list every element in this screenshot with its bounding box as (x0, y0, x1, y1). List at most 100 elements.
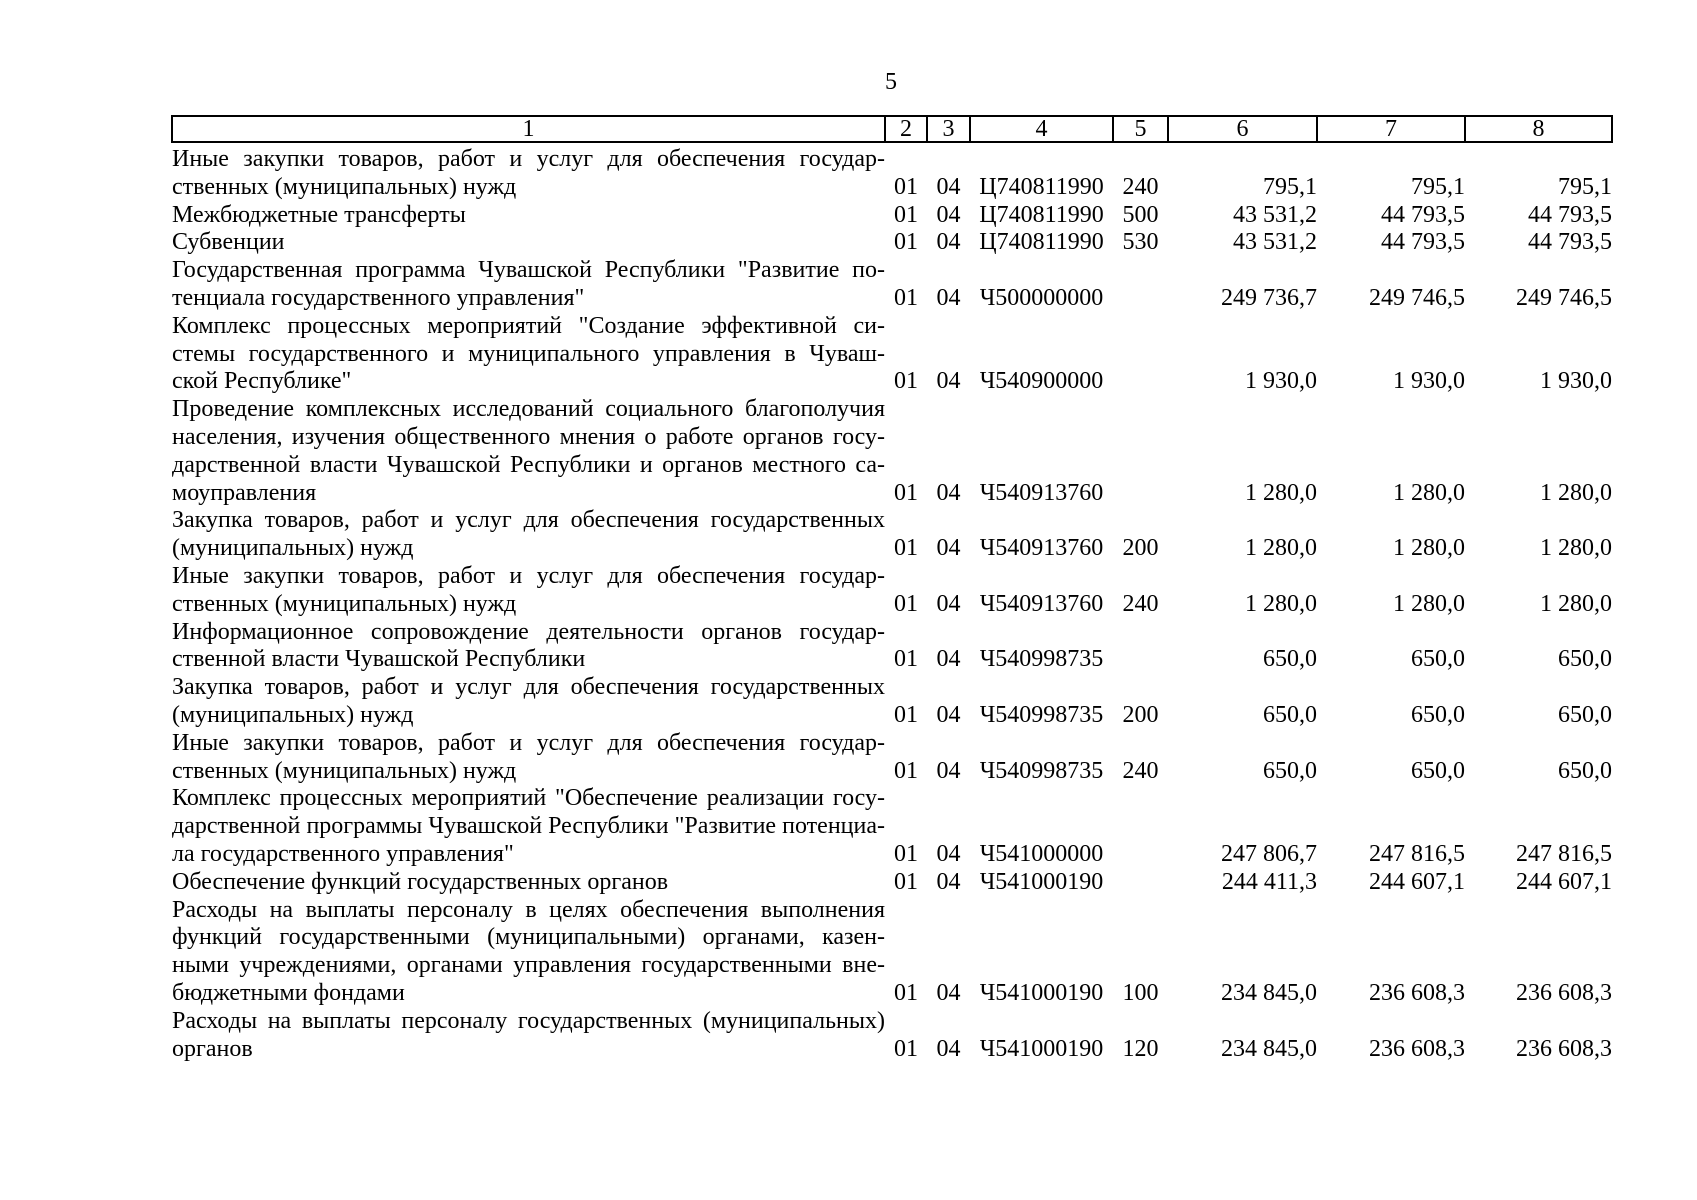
amount-col7-cell: 650,0 (1411, 701, 1465, 728)
row-name-line: ными учреждениями, органами управления г… (172, 952, 885, 979)
expense-type-code-cell (1113, 785, 1168, 868)
podrazdel-code-cell: 04 (936, 535, 961, 562)
table-row: Закупка товаров, работ и услуг для обесп… (172, 507, 1612, 563)
amount-col6-cell: 650,0 (1263, 646, 1317, 673)
row-name-line: Закупка товаров, работ и услуг для обесп… (172, 507, 885, 534)
podrazdel-code-cell: 04 (936, 368, 961, 395)
amount-col8-cell: 650,0 (1558, 646, 1612, 673)
amount-col8-cell: 249 746,5 (1516, 284, 1612, 311)
amount-col6-cell: 1 280,0 (1245, 479, 1317, 506)
amount-col6-cell: 650,0 (1263, 701, 1317, 728)
amount-col8-cell: 650,0 (1558, 757, 1612, 784)
row-name-line: (муниципальных) нужд (172, 701, 414, 728)
amount-col7-cell: 795,1 (1411, 173, 1465, 200)
amount-col6-cell: 43 531,2 (1233, 229, 1317, 256)
row-name-cell: Иные закупки товаров, работ и услуг для … (172, 142, 885, 202)
header-cell-1: 1 (171, 115, 886, 143)
row-name-cell: Государственная программа Чувашской Респ… (172, 257, 885, 313)
row-name-line: Комплекс процессных мероприятий "Создани… (172, 312, 885, 339)
table-row: Комплекс процессных мероприятий "Обеспеч… (172, 785, 1612, 868)
target-article-code-cell: Ч540998735 (979, 646, 1104, 673)
razdel-code-cell: 01 (894, 479, 918, 506)
razdel-code-cell: 01 (894, 840, 918, 867)
razdel-code-cell: 01 (894, 701, 918, 728)
target-article-code-cell: Ч540913760 (979, 535, 1104, 562)
amount-col6-cell: 244 411,3 (1221, 868, 1317, 895)
podrazdel-code-cell: 04 (936, 201, 961, 228)
table-row: Комплекс процессных мероприятий "Создани… (172, 313, 1612, 396)
row-name-line: ла государственного управления" (172, 840, 514, 867)
row-name-line: органов (172, 1035, 253, 1062)
row-name-line: населения, изучения общественного мнения… (172, 423, 885, 450)
header-cell-8: 8 (1464, 115, 1613, 143)
row-name-line: бюджетными фондами (172, 979, 405, 1006)
header-cell-6: 6 (1167, 115, 1318, 143)
razdel-code-cell: 01 (894, 201, 918, 228)
page-number: 5 (885, 69, 897, 95)
table-row: Закупка товаров, работ и услуг для обесп… (172, 674, 1612, 730)
razdel-code-cell: 01 (894, 173, 918, 200)
amount-col8-cell: 1 280,0 (1540, 535, 1612, 562)
table-row: Иные закупки товаров, работ и услуг для … (172, 142, 1612, 202)
table-row: Иные закупки товаров, работ и услуг для … (172, 730, 1612, 786)
amount-col8-cell: 650,0 (1558, 701, 1612, 728)
table-row: Государственная программа Чувашской Респ… (172, 257, 1612, 313)
row-name-line: ственных (муниципальных) нужд (172, 757, 517, 784)
row-name-line: тенциала государственного управления" (172, 284, 585, 311)
expense-type-code-cell (1113, 619, 1168, 675)
row-name-line: моуправления (172, 479, 317, 506)
razdel-code-cell: 01 (894, 757, 918, 784)
table-row: Субвенции 01 04 Ц740811990 530 43 531,2 44 793… (172, 229, 1612, 257)
amount-col7-cell: 1 930,0 (1393, 368, 1465, 395)
expense-type-code-cell: 120 (1122, 1035, 1159, 1062)
row-name-line: Иные закупки товаров, работ и услуг для … (172, 146, 885, 172)
amount-col7-cell: 1 280,0 (1393, 590, 1465, 617)
target-article-code-cell: Ч540900000 (979, 368, 1104, 395)
razdel-code-cell: 01 (894, 535, 918, 562)
row-name-cell: Иные закупки товаров, работ и услуг для … (172, 730, 885, 786)
podrazdel-code-cell: 04 (936, 590, 961, 617)
row-name-line: стемы государственного и муниципального … (172, 340, 885, 367)
amount-col8-cell: 1 930,0 (1540, 368, 1612, 395)
amount-col6-cell: 43 531,2 (1233, 201, 1317, 228)
row-name-line: ской Республике" (172, 368, 352, 395)
row-name-cell: Иные закупки товаров, работ и услуг для … (172, 563, 885, 619)
podrazdel-code-cell: 04 (936, 979, 961, 1006)
amount-col6-cell: 1 280,0 (1245, 535, 1317, 562)
podrazdel-code-cell: 04 (936, 1035, 961, 1062)
row-name-line: Субвенции (172, 229, 285, 256)
expense-type-code-cell: 240 (1122, 757, 1159, 784)
podrazdel-code-cell: 04 (936, 479, 961, 506)
row-name-cell: Проведение комплексных исследований соци… (172, 396, 885, 507)
target-article-code-cell: Ц740811990 (979, 201, 1104, 228)
expense-type-code-cell: 240 (1122, 173, 1159, 200)
amount-col7-cell: 247 816,5 (1369, 840, 1465, 867)
amount-col6-cell: 247 806,7 (1221, 840, 1317, 867)
row-name-line: ственных (муниципальных) нужд (172, 590, 517, 617)
amount-col7-cell: 44 793,5 (1381, 201, 1465, 228)
razdel-code-cell: 01 (894, 590, 918, 617)
header-cell-5: 5 (1112, 115, 1169, 143)
target-article-code-cell: Ц740811990 (979, 173, 1104, 200)
row-name-line: функций государственными (муниципальными… (172, 924, 885, 951)
header-cell-4: 4 (969, 115, 1114, 143)
row-name-line: Обеспечение функций государственных орга… (172, 868, 669, 895)
amount-col6-cell: 1 930,0 (1245, 368, 1317, 395)
amount-col8-cell: 44 793,5 (1528, 201, 1612, 228)
razdel-code-cell: 01 (894, 368, 918, 395)
target-article-code-cell: Ч540913760 (979, 590, 1104, 617)
amount-col6-cell: 234 845,0 (1221, 979, 1317, 1006)
podrazdel-code-cell: 04 (936, 757, 961, 784)
table-row: Расходы на выплаты персоналу в целях обе… (172, 897, 1612, 1008)
header-cell-2: 2 (884, 115, 928, 143)
amount-col6-cell: 234 845,0 (1221, 1035, 1317, 1062)
header-cell-3: 3 (926, 115, 971, 143)
expense-type-code-cell: 200 (1122, 535, 1159, 562)
amount-col7-cell: 1 280,0 (1393, 479, 1465, 506)
header-cell-7: 7 (1316, 115, 1466, 143)
amount-col8-cell: 44 793,5 (1528, 229, 1612, 256)
amount-col7-cell: 44 793,5 (1381, 229, 1465, 256)
amount-col8-cell: 236 608,3 (1516, 979, 1612, 1006)
row-name-cell: Субвенции (172, 229, 885, 257)
